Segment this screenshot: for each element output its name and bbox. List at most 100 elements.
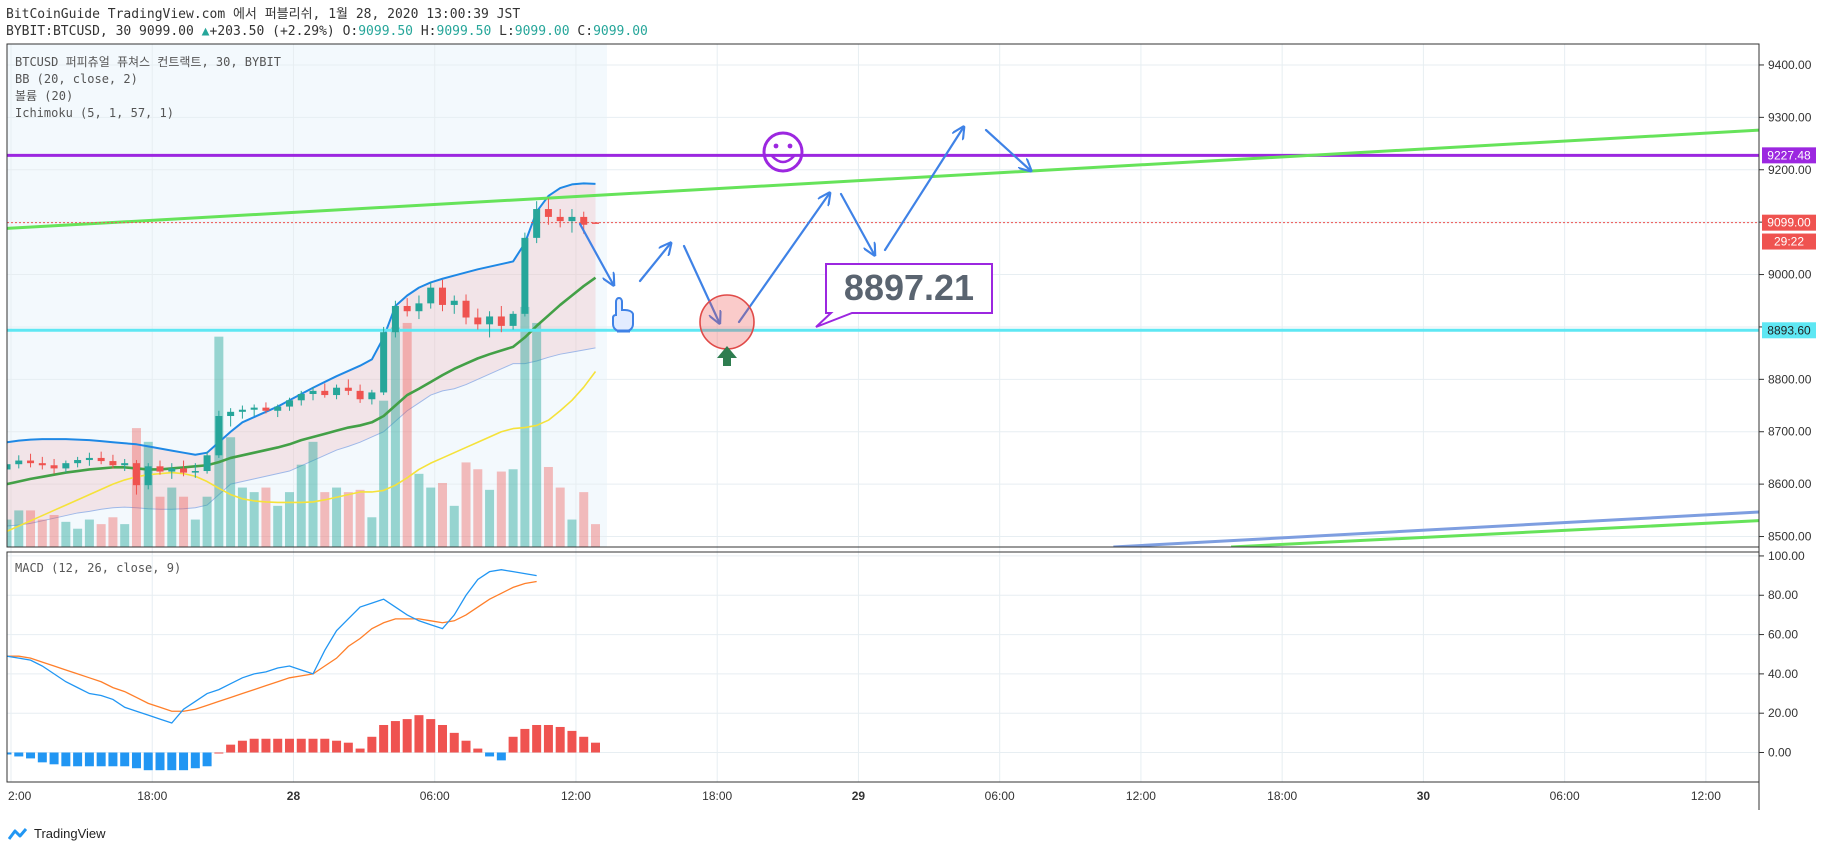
volume-bar — [61, 521, 71, 547]
candle-body — [297, 394, 305, 401]
time-tick-label: 12:00 — [1691, 789, 1721, 803]
volume-bar — [426, 487, 436, 547]
macd-histogram-bar — [143, 752, 153, 771]
volume-bar — [143, 441, 153, 547]
candle-body — [50, 465, 58, 469]
volume-bar — [273, 505, 283, 547]
price-tick-label: 9200.00 — [1768, 163, 1812, 177]
arrow-up-2[interactable] — [737, 194, 829, 324]
macd-histogram-bar — [284, 738, 294, 753]
candle-body — [403, 305, 411, 312]
macd-histogram-bar — [367, 736, 377, 753]
macd-histogram-bar — [237, 740, 247, 753]
macd-line — [7, 569, 537, 724]
high-value: 9099.50 — [436, 24, 492, 39]
candle-body — [333, 387, 341, 396]
macd-pane[interactable] — [3, 569, 601, 771]
arrow-up-1[interactable] — [638, 244, 670, 283]
candle-body — [533, 209, 541, 238]
candle-body — [592, 222, 599, 224]
time-tick-label: 18:00 — [702, 789, 732, 803]
candle-body — [568, 216, 576, 222]
candle-body — [580, 216, 588, 225]
price-axis[interactable]: 9400.009300.009200.009100.009000.008900.… — [1759, 58, 1816, 544]
macd-tick-label: 0.00 — [1768, 746, 1792, 760]
time-tick-label: 06:00 — [420, 789, 450, 803]
low-label: L: — [499, 24, 515, 39]
price-badge-label: 9099.00 — [1767, 216, 1811, 230]
volume-bar — [591, 524, 600, 547]
legend-title: BTCUSD 퍼피츄얼 퓨쳐스 컨트랙트, 30, BYBIT — [15, 55, 281, 69]
time-tick-label: 29 — [852, 789, 866, 803]
candle-body — [274, 406, 282, 411]
macd-histogram-bar — [355, 748, 365, 753]
arrow-down-1[interactable] — [578, 222, 613, 284]
macd-histogram-bar — [167, 752, 177, 771]
volume-bar — [508, 469, 518, 547]
macd-tick-label: 20.00 — [1768, 706, 1798, 720]
price-tick-label: 9300.00 — [1768, 110, 1812, 124]
price-badge — [1762, 214, 1816, 231]
macd-histogram-bar — [567, 730, 577, 753]
up-triangle-icon: ▲ — [201, 24, 210, 39]
time-axis[interactable]: 2:00 18:00 28 06:00 12:00 18:00 29 06:00 12:00 18… — [8, 789, 1721, 803]
candle-body — [368, 392, 376, 400]
arrow-up-3[interactable] — [883, 128, 963, 252]
time-tick-label: 18:00 — [1267, 789, 1297, 803]
arrow-down-3[interactable] — [839, 192, 874, 254]
macd-histogram-bar — [84, 752, 94, 767]
macd-histogram-bar — [296, 738, 306, 753]
price-tick-label: 8500.00 — [1768, 530, 1812, 544]
trend-line — [1231, 519, 1759, 547]
macd-histogram-bar — [496, 752, 506, 761]
arrow-down-4[interactable] — [984, 128, 1030, 170]
candle-body — [438, 287, 446, 305]
candle-body — [380, 332, 388, 393]
volume-bar — [26, 510, 36, 547]
candle-body — [15, 460, 23, 465]
macd-tick-label: 60.00 — [1768, 628, 1798, 642]
candle-body — [109, 461, 117, 466]
pointing-hand-icon[interactable] — [612, 296, 634, 333]
volume-bar — [485, 489, 495, 547]
support-circle[interactable] — [699, 294, 755, 350]
price-tick-label: 8700.00 — [1768, 425, 1812, 439]
drawing-lines[interactable] — [7, 127, 1820, 547]
price-pane[interactable] — [3, 127, 1820, 547]
legend-bb: BB (20, close, 2) — [15, 72, 138, 86]
candle-body — [203, 455, 211, 472]
candle-body — [450, 300, 458, 305]
macd-tick-label: 80.00 — [1768, 588, 1798, 602]
candle-body — [85, 457, 93, 461]
volume-bar — [284, 492, 294, 547]
trend-line — [7, 128, 1759, 230]
macd-histogram-bar — [131, 752, 141, 769]
arrow-down-2[interactable] — [682, 244, 719, 322]
annotations[interactable]: 8897.21 — [578, 128, 1030, 366]
smiley-icon[interactable] — [762, 131, 804, 173]
volume-bar — [120, 524, 130, 547]
macd-histogram-bar — [37, 752, 47, 763]
candles — [7, 198, 599, 495]
macd-histogram-bar — [449, 732, 459, 753]
price-badge — [1762, 233, 1816, 250]
candle-body — [544, 209, 552, 217]
macd-histogram-bar — [226, 744, 236, 753]
volume-bar — [579, 492, 589, 547]
candle-body — [391, 305, 399, 333]
ohlc-line: BYBIT:BTCUSD, 30 9099.00 ▲+203.50 (+2.29… — [6, 23, 648, 40]
candle-body — [38, 463, 46, 466]
macd-axis[interactable]: 100.00 80.00 60.00 40.00 20.00 0.00 — [1759, 549, 1805, 760]
close-value: 9099.00 — [593, 24, 648, 39]
price-badge-label: 29:22 — [1774, 235, 1804, 249]
volume-bar — [108, 517, 118, 547]
time-tick-label: 18:00 — [137, 789, 167, 803]
tradingview-logo-icon — [8, 827, 28, 840]
candle-body — [191, 471, 199, 473]
macd-histogram-bar — [96, 752, 106, 767]
candle-body — [309, 390, 317, 395]
low-value: 9099.00 — [514, 24, 570, 39]
footer-brand[interactable]: TradingView — [8, 826, 106, 841]
price-callout[interactable]: 8897.21 — [815, 263, 993, 328]
